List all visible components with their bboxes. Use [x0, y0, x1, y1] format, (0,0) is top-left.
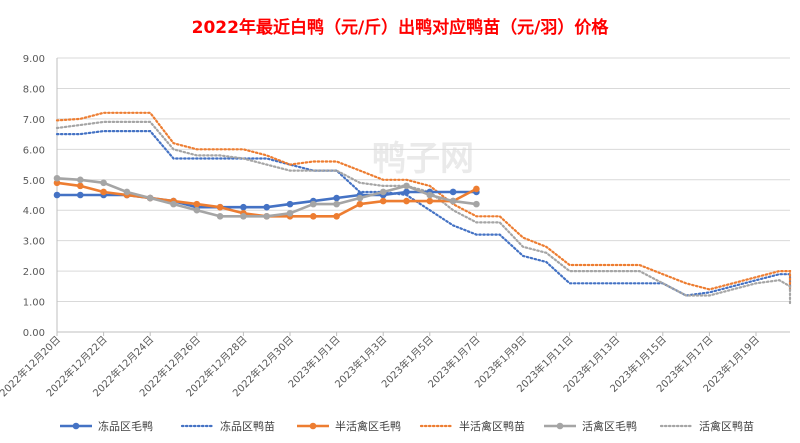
data-point [379, 188, 387, 196]
data-point [310, 213, 317, 220]
legend-item: 冻品区毛鸭 [60, 419, 153, 433]
data-point [286, 200, 294, 208]
data-point [426, 191, 434, 199]
data-point [77, 182, 84, 190]
data-point [333, 213, 340, 220]
series-4 [53, 174, 480, 220]
data-point [473, 185, 480, 193]
y-tick-label: 4.00 [23, 206, 45, 217]
legend-label: 活禽区鸭苗 [699, 419, 754, 433]
data-point [240, 213, 247, 220]
data-point [426, 197, 434, 205]
data-point [379, 197, 387, 205]
legend: 冻品区毛鸭 冻品区鸭苗 半活禽区毛鸭 半活禽区鸭苗 活禽区毛鸭 活禽区鸭苗 [60, 419, 754, 433]
data-point [356, 200, 364, 208]
data-point [403, 182, 410, 190]
y-tick-label: 7.00 [23, 115, 45, 126]
series-0 [53, 188, 480, 211]
data-point [449, 188, 457, 196]
data-point [263, 213, 271, 220]
data-point [123, 188, 131, 196]
legend-item: 活禽区鸭苗 [659, 419, 754, 433]
data-point [170, 200, 177, 208]
legend-label: 冻品区毛鸭 [98, 419, 153, 433]
data-point [100, 188, 107, 196]
data-point [403, 188, 410, 196]
legend-label: 半活禽区鸭苗 [459, 419, 525, 433]
y-tick-label: 6.00 [23, 145, 45, 156]
data-point [53, 191, 61, 199]
legend-marker [72, 422, 80, 430]
data-point [286, 209, 294, 217]
watermark-text: 鸭子网 [372, 139, 474, 179]
series-3 [55, 111, 792, 291]
legend-marker [556, 422, 564, 430]
data-point [77, 191, 84, 199]
data-point [263, 203, 271, 211]
series-line-dotted [55, 130, 792, 297]
y-tick-label: 3.00 [23, 237, 45, 248]
legend-label: 活禽区毛鸭 [582, 419, 637, 433]
legend-item: 活禽区毛鸭 [544, 419, 637, 433]
data-point [146, 194, 154, 202]
data-point [100, 179, 107, 187]
y-tick-label: 9.00 [23, 54, 45, 65]
data-point [333, 194, 340, 202]
data-point [356, 194, 364, 202]
legend-item: 冻品区鸭苗 [180, 419, 275, 433]
data-point [310, 200, 317, 208]
legend-marker [309, 422, 317, 430]
legend-item: 半活禽区毛鸭 [297, 419, 401, 433]
y-tick-label: 8.00 [23, 84, 45, 95]
data-point [53, 174, 61, 182]
series-line-dotted [55, 111, 792, 291]
data-point [53, 179, 61, 187]
y-tick-label: 0.00 [23, 328, 45, 339]
data-point [333, 200, 340, 208]
legend-label: 半活禽区毛鸭 [335, 419, 401, 433]
data-point [449, 197, 457, 205]
y-tick-label: 2.00 [23, 267, 45, 278]
series-1 [55, 130, 792, 297]
data-point [77, 176, 84, 184]
series-lines [53, 111, 792, 306]
data-point [193, 200, 201, 208]
data-point [216, 213, 224, 220]
legend-item: 半活禽区鸭苗 [419, 419, 525, 433]
data-point [216, 203, 224, 211]
y-tick-label: 5.00 [23, 176, 45, 187]
legend-label: 冻品区鸭苗 [220, 419, 275, 433]
data-point [473, 200, 480, 208]
chart-title: 2022年最近白鸭（元/斤）出鸭对应鸭苗（元/羽）价格 [191, 18, 609, 38]
data-point [193, 206, 201, 214]
data-point [240, 203, 247, 211]
data-point [403, 197, 410, 205]
y-tick-label: 1.00 [23, 298, 45, 309]
gridlines [57, 57, 790, 333]
watermark: 鸭子网 [372, 139, 474, 179]
axes: 0.00 1.00 2.00 3.00 4.00 5.00 6.00 7.00 8.00 9.00… [0, 54, 790, 399]
